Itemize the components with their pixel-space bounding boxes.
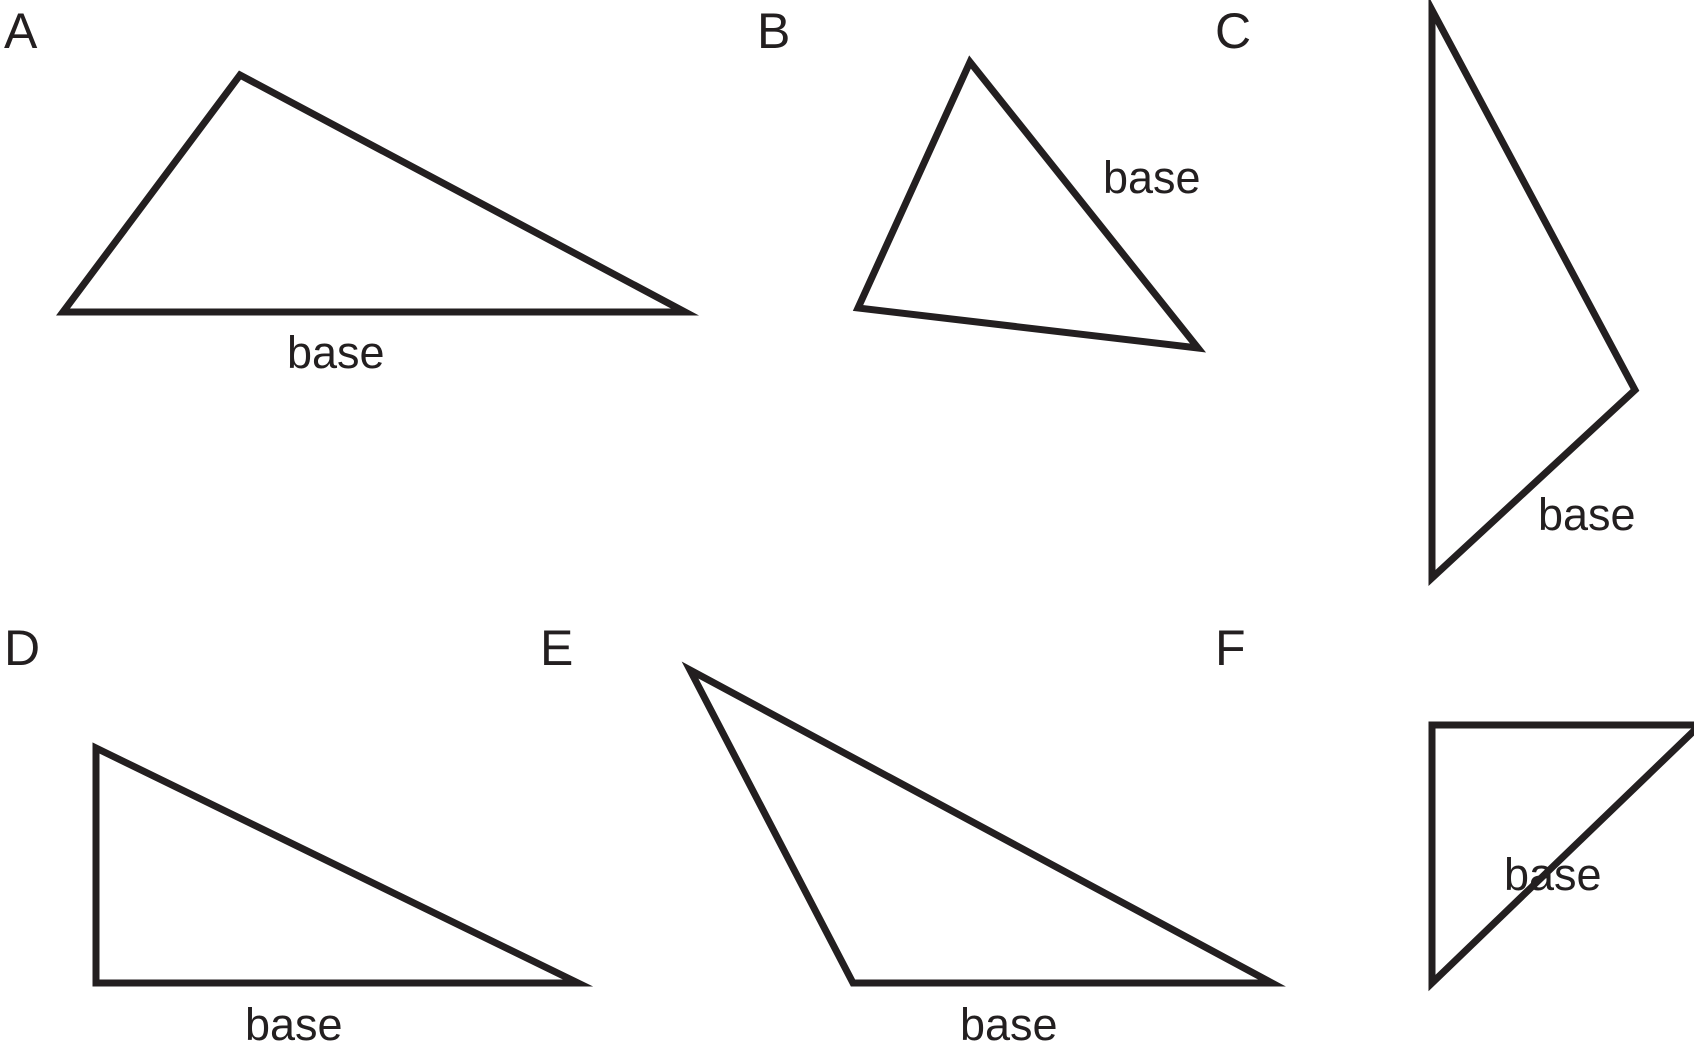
triangle-shape-b xyxy=(852,55,1207,353)
base-label-b: base xyxy=(1103,152,1201,203)
triangle-shape-f xyxy=(1428,721,1694,992)
panel-a: A base xyxy=(4,3,700,378)
panel-letter-f: F xyxy=(1215,620,1246,676)
panel-e: E base xyxy=(540,620,1286,1050)
triangle-shape-d xyxy=(92,742,594,987)
panel-c: C base xyxy=(1215,0,1640,587)
panel-letter-c: C xyxy=(1215,3,1251,59)
base-label-d: base xyxy=(245,999,343,1050)
triangle-shape-a xyxy=(56,70,700,316)
panel-b: B base xyxy=(757,3,1207,353)
triangle-shape-e xyxy=(681,661,1286,987)
base-label-c: base xyxy=(1538,489,1636,540)
panel-letter-a: A xyxy=(4,3,38,59)
panel-d: D base xyxy=(4,620,594,1050)
panel-letter-e: E xyxy=(540,620,573,676)
base-label-a: base xyxy=(287,327,385,378)
panel-f: F base xyxy=(1215,620,1694,992)
panel-letter-d: D xyxy=(4,620,40,676)
triangle-shape-c xyxy=(1428,0,1640,587)
base-label-f: base xyxy=(1504,849,1602,900)
base-label-e: base xyxy=(960,999,1058,1050)
panel-letter-b: B xyxy=(757,3,790,59)
